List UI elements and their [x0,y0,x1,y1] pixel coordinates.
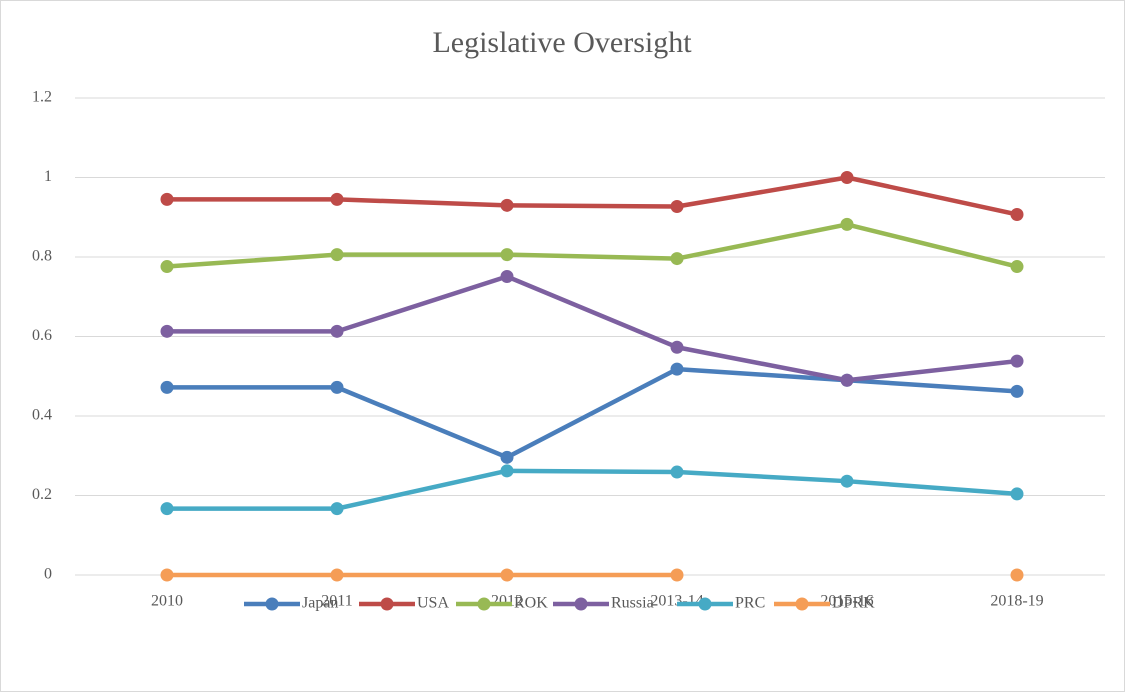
data-point [500,269,514,283]
data-point [670,200,684,214]
data-point [160,192,174,206]
data-point [1010,384,1024,398]
y-tick-label: 1 [44,168,52,185]
legend-marker [795,597,809,611]
data-point [670,568,684,582]
data-point [500,248,514,262]
y-tick-label: 0.6 [32,327,52,344]
data-point [840,474,854,488]
series-line [164,366,1020,460]
data-point [160,260,174,274]
data-point [160,324,174,338]
legend-label: DPRK [832,595,875,612]
legend-marker [477,597,491,611]
data-point [330,568,344,582]
x-tick-label: 2018-19 [990,593,1043,610]
data-point [670,465,684,479]
data-point [670,252,684,266]
data-point [840,217,854,231]
legend-label: Japan [302,595,338,612]
data-point [1010,354,1024,368]
data-point [840,171,854,184]
legend-marker [265,597,279,611]
data-point [1010,207,1024,221]
legend-label: PRC [735,595,765,612]
data-point [1010,568,1024,582]
data-point [330,248,344,262]
series-line [164,274,1020,383]
data-point [500,450,514,464]
series-line [164,468,1020,511]
series-line [164,175,1020,217]
data-point [1010,260,1024,274]
data-point [330,324,344,338]
data-point [1010,487,1024,501]
legend-label: Russia [611,595,654,612]
legend-marker [380,597,394,611]
legend-marker [574,597,588,611]
x-tick-label: 2010 [151,593,183,610]
data-point [670,362,684,376]
data-point [160,568,174,582]
y-tick-label: 0 [44,566,52,583]
data-point [160,380,174,394]
legend-label: ROK [514,595,548,612]
x-tick-label: 2011 [321,593,352,610]
x-tick-label: 2015-16 [820,593,873,610]
data-point [330,502,344,516]
y-tick-label: 0.2 [32,486,52,503]
data-point [500,464,514,478]
legend-label: USA [417,595,449,612]
y-tick-label: 0.8 [32,248,52,265]
series-line [164,222,1020,269]
data-point [840,373,854,387]
data-point [670,340,684,354]
chart-title: Legislative Oversight [432,26,692,59]
data-point [500,198,514,212]
y-tick-label: 1.2 [32,89,52,106]
x-tick-label: 2013-14 [650,593,703,610]
data-point [330,380,344,394]
data-point [330,192,344,206]
y-tick-label: 0.4 [32,407,52,424]
data-point [160,502,174,516]
legend-marker [698,597,712,611]
data-point [500,568,514,582]
